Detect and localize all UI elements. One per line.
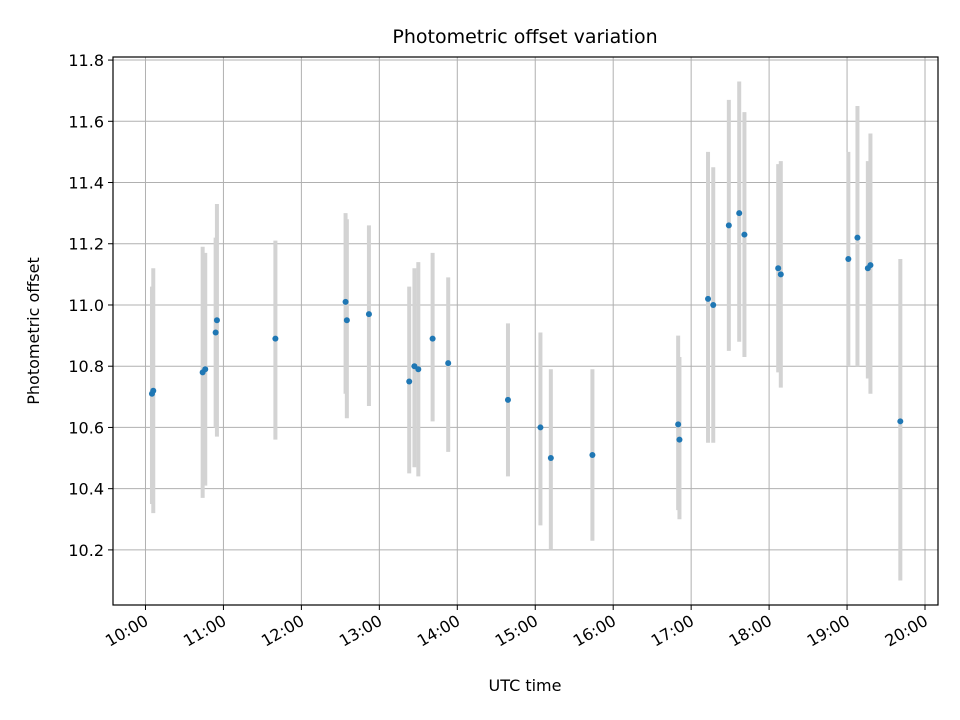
data-point [777, 271, 784, 278]
chart-title: Photometric offset variation [392, 26, 657, 48]
y-tick-label: 10.4 [68, 480, 104, 499]
data-point [445, 360, 452, 367]
data-point [675, 421, 682, 428]
data-point [854, 234, 861, 241]
data-point [547, 455, 554, 462]
y-tick-label: 10.2 [68, 541, 104, 560]
data-point [710, 301, 717, 308]
y-tick-label: 11.0 [68, 296, 104, 315]
data-point [406, 378, 413, 385]
data-point [736, 210, 743, 217]
data-point [343, 317, 350, 324]
data-point [342, 298, 349, 305]
data-point [537, 424, 544, 431]
y-tick-label: 10.6 [68, 418, 104, 437]
data-point [725, 222, 732, 229]
data-point [705, 295, 712, 302]
data-point [897, 418, 904, 425]
data-points [148, 210, 904, 462]
data-point [589, 451, 596, 458]
y-tick-label: 11.8 [68, 51, 104, 70]
data-point [212, 329, 219, 336]
data-point [676, 436, 683, 443]
grid [113, 57, 938, 605]
y-tick-label: 11.4 [68, 174, 104, 193]
data-point [429, 335, 436, 342]
y-tick-label: 11.2 [68, 235, 104, 254]
data-point [202, 366, 209, 373]
data-point [775, 265, 782, 272]
y-tick-label: 11.6 [68, 112, 104, 131]
data-point [150, 387, 157, 394]
data-point [845, 256, 852, 263]
y-axis-label: Photometric offset [24, 257, 43, 405]
data-point [365, 311, 372, 318]
x-axis-label: UTC time [489, 676, 562, 695]
y-tick-label: 10.8 [68, 357, 104, 376]
data-point [741, 231, 748, 238]
data-point [272, 335, 279, 342]
data-point [504, 396, 511, 403]
y-axis-ticks: 10.2 10.4 10.6 10.8 11.0 11.2 11.4 11.6 11.8 [68, 51, 113, 560]
data-point [213, 317, 220, 324]
data-point [415, 366, 422, 373]
plot-frame [112, 56, 939, 606]
data-point [867, 262, 874, 269]
